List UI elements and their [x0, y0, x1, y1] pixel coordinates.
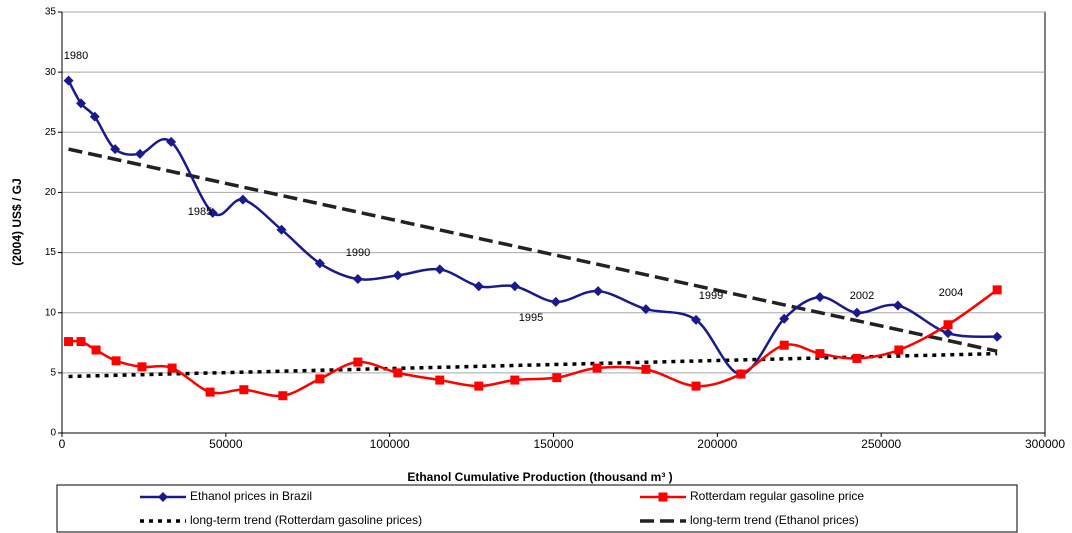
annotation: 2004	[939, 287, 963, 299]
legend-box	[56, 484, 1018, 533]
x-tick-label: 0	[59, 437, 66, 451]
y-tick-label: 10	[45, 307, 57, 318]
point-marker	[992, 331, 1003, 342]
x-tick-label: 150000	[533, 437, 573, 451]
point-marker	[278, 391, 288, 401]
point-marker	[641, 364, 651, 374]
point-marker	[473, 281, 484, 292]
point-marker	[76, 337, 86, 347]
point-marker	[658, 492, 668, 502]
point-marker	[892, 300, 903, 311]
point-marker	[736, 369, 746, 379]
annotation: 1980	[64, 50, 88, 62]
point-marker	[205, 387, 215, 397]
point-marker	[593, 286, 604, 297]
point-marker	[474, 381, 484, 391]
point-marker	[63, 75, 74, 86]
point-marker	[943, 320, 953, 330]
point-marker	[137, 362, 147, 372]
annotation: 1990	[346, 247, 370, 259]
point-marker	[158, 492, 168, 502]
point-marker	[992, 285, 1002, 295]
annotation: 1995	[519, 312, 543, 324]
y-tick-label: 30	[45, 67, 57, 78]
point-marker	[691, 381, 701, 391]
point-marker	[894, 345, 904, 355]
point-marker	[943, 328, 954, 339]
point-marker	[239, 385, 249, 395]
point-marker	[111, 356, 121, 366]
point-marker	[314, 258, 325, 269]
point-marker	[353, 357, 363, 367]
point-marker	[91, 345, 101, 355]
y-tick-label: 20	[45, 187, 57, 198]
y-tick-label: 5	[50, 367, 56, 378]
point-marker	[392, 270, 403, 281]
point-marker	[435, 375, 445, 385]
point-marker	[89, 111, 100, 122]
point-marker	[592, 363, 602, 373]
series-line	[68, 147, 998, 353]
point-marker	[550, 296, 561, 307]
point-marker	[166, 136, 177, 147]
point-marker	[552, 373, 562, 383]
point-marker	[779, 340, 789, 350]
point-marker	[815, 349, 825, 359]
legend-label: Ethanol prices in Brazil	[190, 489, 312, 503]
point-marker	[691, 314, 702, 325]
point-marker	[640, 304, 651, 315]
y-tick-label: 0	[50, 428, 56, 439]
point-marker	[509, 281, 520, 292]
x-tick-label: 50000	[209, 437, 243, 451]
y-tick-label: 25	[45, 127, 57, 138]
point-marker	[352, 274, 363, 285]
point-marker	[852, 353, 862, 363]
point-marker	[814, 292, 825, 303]
series-line	[67, 79, 998, 376]
x-axis-label: Ethanol Cumulative Production (thousand …	[407, 470, 672, 484]
point-marker	[110, 144, 121, 155]
x-tick-label: 300000	[1025, 437, 1065, 451]
point-marker	[315, 374, 325, 384]
plot-area	[61, 11, 1046, 434]
annotation: 1985	[188, 206, 212, 218]
legend-label: Rotterdam regular gasoline price	[690, 489, 864, 503]
point-marker	[76, 98, 87, 109]
point-marker	[64, 337, 74, 347]
y-axis-label: (2004) US$ / GJ	[10, 178, 24, 265]
point-marker	[276, 224, 287, 235]
point-marker	[510, 375, 520, 385]
x-tick-label: 200000	[697, 437, 737, 451]
annotation: 1999	[699, 290, 723, 302]
point-marker	[134, 148, 145, 159]
legend-label: long-term trend (Rotterdam gasoline pric…	[190, 513, 422, 527]
y-tick-label: 15	[45, 247, 57, 258]
annotation: 2002	[850, 290, 874, 302]
x-tick-label: 250000	[861, 437, 901, 451]
point-marker	[851, 307, 862, 318]
point-marker	[393, 368, 403, 378]
legend-label: long-term trend (Ethanol prices)	[690, 513, 859, 527]
point-marker	[237, 194, 248, 205]
point-marker	[434, 264, 445, 275]
x-tick-label: 100000	[370, 437, 410, 451]
point-marker	[779, 313, 790, 324]
y-tick-label: 35	[45, 7, 57, 18]
point-marker	[207, 207, 218, 218]
point-marker	[167, 363, 177, 373]
